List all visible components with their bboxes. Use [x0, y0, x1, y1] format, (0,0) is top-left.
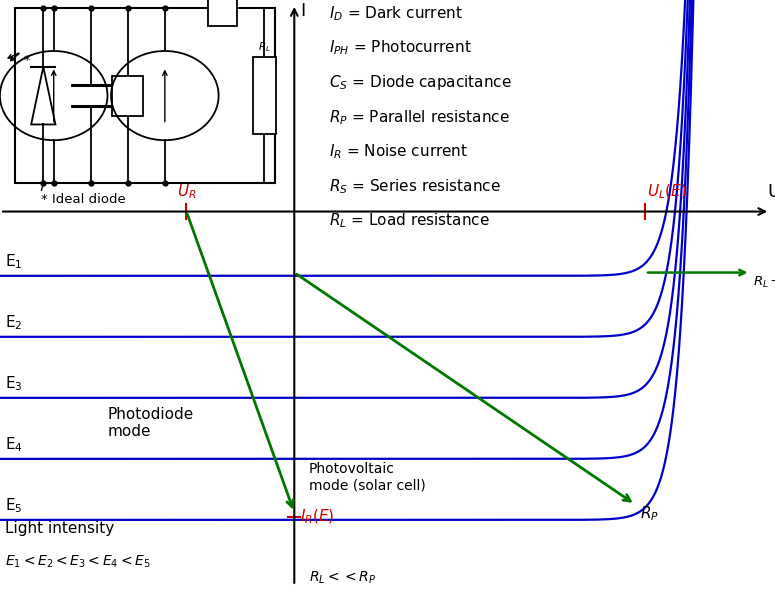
Text: $I_{PH}$ = Photocurrent: $I_{PH}$ = Photocurrent: [329, 39, 471, 57]
Bar: [253, 57, 276, 134]
Text: Light intensity: Light intensity: [5, 521, 114, 536]
Text: E$_5$: E$_5$: [5, 496, 22, 515]
Text: $I_{PH}$: $I_{PH}$: [46, 0, 61, 3]
Text: $U_L(E)$: $U_L(E)$: [647, 183, 687, 202]
Text: Photovoltaic
mode (solar cell): Photovoltaic mode (solar cell): [309, 462, 425, 492]
Text: $C_S$ = Diode capacitance: $C_S$ = Diode capacitance: [329, 73, 512, 92]
Text: $C_S$: $C_S$: [84, 0, 98, 3]
Text: $R_S$ = Series resistance: $R_S$ = Series resistance: [329, 177, 501, 196]
Text: *: *: [24, 54, 30, 67]
Text: Photodiode
mode: Photodiode mode: [108, 407, 195, 439]
Text: U: U: [768, 184, 775, 202]
Text: * Ideal diode: * Ideal diode: [41, 193, 126, 206]
Bar: [112, 76, 143, 115]
Text: I: I: [300, 2, 305, 20]
Text: $I_R(E)$: $I_R(E)$: [300, 508, 335, 526]
Text: $I_D$: $I_D$: [38, 0, 49, 3]
Text: $R_L$ = Load resistance: $R_L$ = Load resistance: [329, 212, 490, 230]
Text: $R_L \rightarrow \infty$: $R_L \rightarrow \infty$: [753, 274, 775, 289]
Text: $U_R$: $U_R$: [177, 182, 196, 202]
Text: $R_L$: $R_L$: [258, 40, 270, 54]
Text: $R_P$: $R_P$: [121, 0, 135, 3]
Text: E$_4$: E$_4$: [5, 435, 22, 454]
Text: $R_L<<R_P$: $R_L<<R_P$: [309, 569, 376, 586]
Text: $R_P$ = Parallel resistance: $R_P$ = Parallel resistance: [329, 108, 509, 127]
Text: E$_3$: E$_3$: [5, 374, 22, 392]
Text: $I_D$ = Dark current: $I_D$ = Dark current: [329, 4, 463, 23]
Bar: [15, 8, 274, 183]
Bar: [208, 0, 237, 26]
Text: $I_R$ = Noise current: $I_R$ = Noise current: [329, 142, 468, 161]
Text: $R_P$: $R_P$: [640, 505, 659, 523]
Text: E$_1$: E$_1$: [5, 252, 22, 270]
Text: $E_1 < E_2 < E_3 < E_4 < E_5$: $E_1 < E_2 < E_3 < E_4 < E_5$: [5, 553, 150, 570]
Text: $I_R$: $I_R$: [160, 0, 170, 3]
Text: E$_2$: E$_2$: [5, 313, 22, 331]
